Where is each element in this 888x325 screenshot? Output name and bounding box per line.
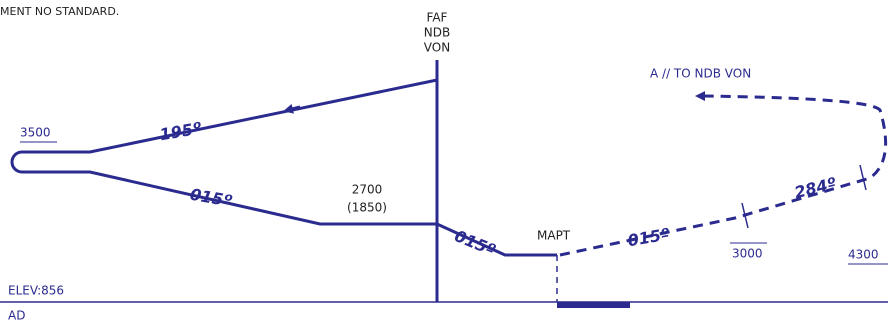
height: (1850) — [347, 201, 387, 215]
fix-label: NDB — [424, 26, 450, 40]
course: 015º — [626, 224, 671, 250]
direction-arrow — [283, 103, 301, 114]
course: 284º — [792, 174, 838, 203]
fix-tick — [859, 164, 867, 191]
course: 015º — [452, 226, 498, 260]
course: 195º — [158, 118, 203, 144]
altitude: 4300 — [848, 248, 879, 262]
fix-label: FAF — [427, 11, 448, 25]
course: 015º — [189, 185, 234, 211]
header-note: MENT NO STANDARD. — [0, 5, 119, 18]
missed-label: A // TO NDB VON — [650, 67, 751, 81]
altitude: 3000 — [732, 247, 763, 261]
aerodrome: AD — [8, 309, 25, 323]
altitude: 2700 — [352, 183, 383, 197]
mapt-label: MAPT — [537, 229, 571, 243]
elevation: ELEV:856 — [8, 284, 64, 298]
fix-label: VON — [424, 41, 450, 55]
missed-approach-track — [559, 91, 888, 257]
runway — [557, 302, 630, 308]
procedure-track — [10, 78, 557, 257]
fix-tick — [741, 202, 749, 229]
altitude: 3500 — [20, 126, 51, 140]
